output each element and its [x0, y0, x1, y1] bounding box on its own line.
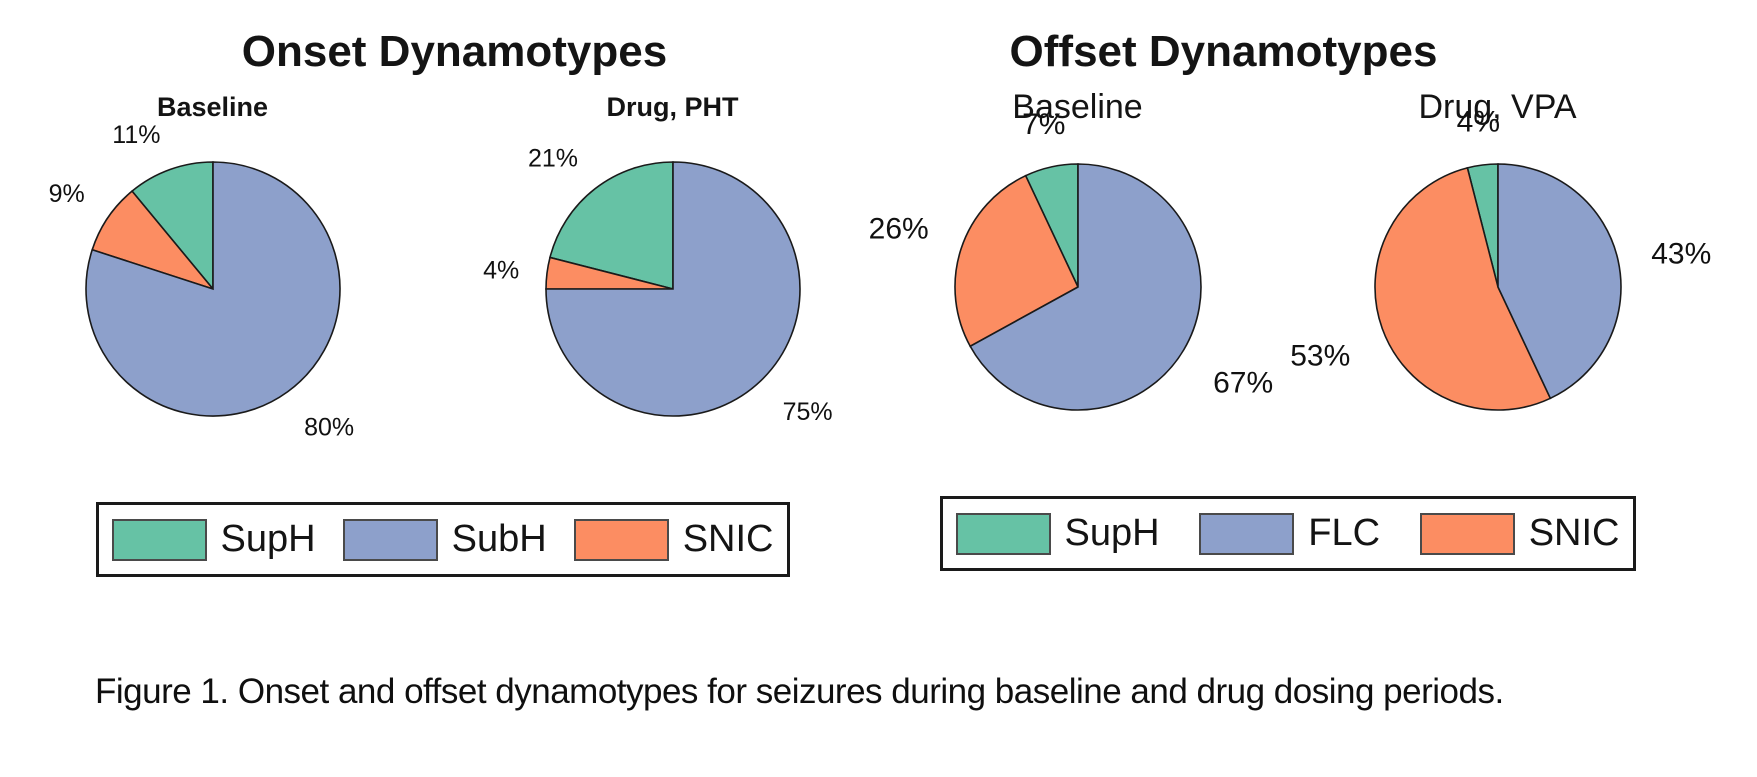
- pie-chart-onset-drug-pht: 21% 4% 75%: [483, 145, 833, 426]
- legend-item-suph: SupH: [111, 518, 316, 561]
- pie-chart-onset-baseline: 11% 9% 80%: [48, 121, 354, 442]
- onset-pies-row: Baseline 11% 9% 80% Drug, PHT 21% 4% 75%: [20, 76, 865, 454]
- legend-label-snic: SNIC: [682, 518, 774, 560]
- offset-legend-box: SupH FLC SNIC: [939, 496, 1636, 571]
- pie-value-label-snic: 26%: [868, 212, 928, 245]
- legend-item-subh: SubH: [342, 518, 547, 561]
- pie-value-label-subh: 80%: [304, 414, 354, 442]
- pie-value-label-flc: 43%: [1651, 237, 1711, 270]
- legend-item-snic: SNIC: [573, 518, 774, 561]
- pie-slice-flc: [1496, 163, 1622, 400]
- pie-value-label-suph: 4%: [1456, 105, 1499, 138]
- onset-legend-box: SupH SubH SNIC: [95, 502, 790, 577]
- pie-title-offset-drug-vpa: Drug, VPA: [1418, 88, 1577, 126]
- pie-value-label-snic: 9%: [48, 180, 84, 208]
- offset-panel: Offset Dynamotypes Baseline 7% 26% 67% Dru…: [868, 28, 1711, 571]
- pie-figure-onset-baseline: Baseline 11% 9% 80%: [20, 76, 405, 454]
- onset-panel: Onset Dynamotypes Baseline 11% 9% 80% Drug…: [20, 28, 865, 577]
- pie-figure-onset-drug-pht: Drug, PHT 21% 4% 75%: [480, 76, 865, 454]
- pie-value-label-snic: 4%: [483, 256, 519, 284]
- legend-label-flc: FLC: [1308, 512, 1381, 554]
- pie-value-label-suph: 7%: [1022, 108, 1065, 141]
- pie-slice-suph: [548, 161, 674, 291]
- pie-figure-offset-baseline: Baseline 7% 26% 67%: [868, 76, 1273, 450]
- pie-slice-subh: [84, 161, 341, 417]
- offset-panel-title: Offset Dynamotypes: [1009, 27, 1438, 76]
- pie-title-onset-drug-pht: Drug, PHT: [606, 92, 739, 122]
- pie-title-onset-baseline: Baseline: [156, 92, 269, 122]
- pie-slice-flc: [968, 163, 1202, 411]
- legend-label-suph: SupH: [1064, 512, 1160, 554]
- legend-item-snic: SNIC: [1419, 512, 1620, 555]
- legend-label-snic: SNIC: [1528, 512, 1620, 554]
- offset-pies-row: Baseline 7% 26% 67% Drug, VPA 4% 53% 43%: [868, 76, 1711, 450]
- legend-swatch-suph: [111, 518, 207, 561]
- legend-swatch-suph: [955, 512, 1051, 555]
- pie-value-label-subh: 75%: [782, 398, 832, 426]
- legend-swatch-flc: [1199, 512, 1295, 555]
- legend-item-suph: SupH: [955, 512, 1160, 555]
- legend-swatch-snic: [1419, 512, 1515, 555]
- legend-label-suph: SupH: [220, 518, 316, 560]
- onset-panel-title: Onset Dynamotypes: [241, 27, 668, 76]
- pie-figure-offset-drug-vpa: Drug, VPA 4% 53% 43%: [1290, 76, 1711, 450]
- pie-value-label-suph: 21%: [527, 145, 577, 173]
- pie-value-label-flc: 67%: [1213, 366, 1273, 399]
- legend-item-flc: FLC: [1199, 512, 1380, 555]
- pie-value-label-suph: 11%: [112, 121, 160, 149]
- figure-caption: Figure 1. Onset and offset dynamotypes f…: [95, 672, 1504, 711]
- legend-swatch-subh: [342, 518, 438, 561]
- pie-title-offset-baseline: Baseline: [1012, 88, 1143, 126]
- pie-chart-offset-drug-vpa: 4% 53% 43%: [1290, 105, 1711, 411]
- legend-swatch-snic: [573, 518, 669, 561]
- pie-slice-snic: [1373, 166, 1551, 411]
- pie-slice-subh: [544, 161, 801, 417]
- pie-value-label-snic: 53%: [1290, 340, 1350, 373]
- pie-chart-offset-baseline: 7% 26% 67%: [868, 108, 1273, 411]
- pie-slice-suph: [130, 161, 214, 292]
- legend-label-subh: SubH: [451, 518, 547, 560]
